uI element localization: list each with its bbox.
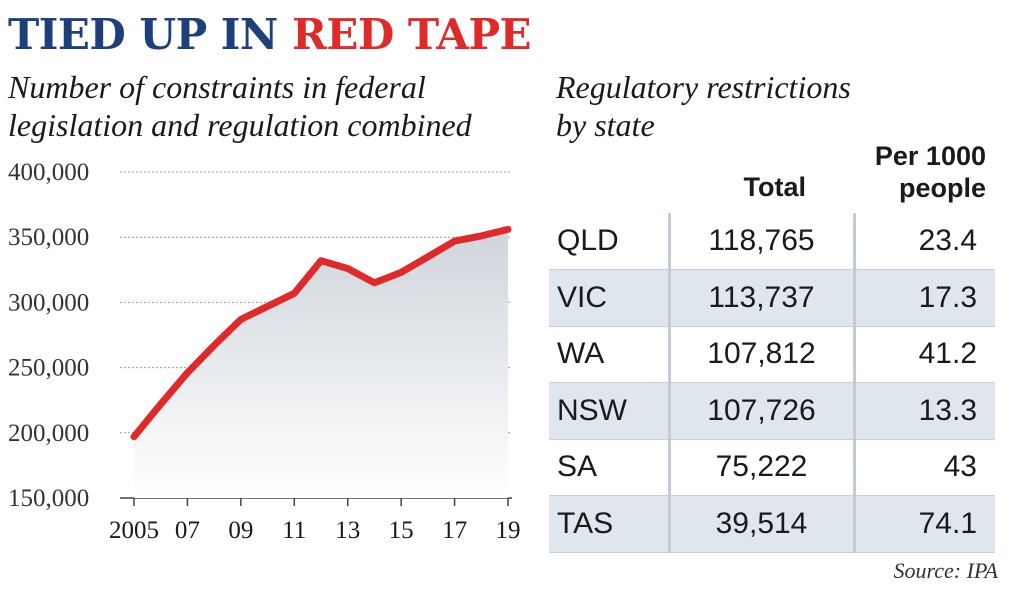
total-cell: 107,726	[669, 382, 856, 440]
x-tick-label: 19	[496, 517, 521, 544]
total-cell: 113,737	[669, 269, 856, 327]
x-tick-label: 13	[335, 517, 360, 544]
x-tick-label: 15	[389, 517, 414, 544]
table-row: WA 107,812 41.2	[549, 326, 995, 383]
per1000-cell: 41.2	[854, 326, 995, 383]
col-head-per1000: Per 1000 people	[840, 140, 986, 204]
line-chart-subtitle: Number of constraints in federal legisla…	[8, 68, 472, 144]
headline-part2: RED TAPE	[291, 10, 532, 59]
state-cell: TAS	[549, 495, 671, 553]
state-cell: VIC	[549, 269, 671, 327]
headline: TIED UP IN RED TAPE	[8, 14, 532, 56]
state-cell: WA	[549, 326, 671, 383]
col-head-per1000-line1: Per 1000	[874, 141, 986, 171]
per1000-cell: 17.3	[854, 269, 995, 327]
total-cell: 75,222	[669, 439, 856, 496]
per1000-cell: 23.4	[854, 213, 995, 270]
chart-area-fill	[134, 229, 508, 498]
y-tick-label: 350,000	[8, 224, 89, 251]
state-cell: QLD	[549, 213, 671, 270]
x-tick-label: 11	[282, 517, 306, 544]
table-row: NSW 107,726 13.3	[549, 382, 995, 440]
table-row: VIC 113,737 17.3	[549, 269, 995, 327]
chart-series-line	[130, 225, 512, 441]
x-tick-label: 09	[228, 517, 253, 544]
state-cell: SA	[549, 439, 671, 496]
x-tick-label: 07	[175, 517, 200, 544]
line-chart-subtitle-line2: legislation and regulation combined	[8, 107, 472, 143]
col-head-per1000-line2: people	[898, 173, 986, 203]
table-row: QLD 118,765 23.4	[549, 213, 995, 270]
line-chart-subtitle-line1: Number of constraints in federal	[8, 69, 426, 105]
table-subtitle-line1: Regulatory restrictions	[556, 69, 851, 105]
state-cell: NSW	[549, 382, 671, 440]
table-row: TAS 39,514 74.1	[549, 495, 995, 553]
per1000-cell: 74.1	[854, 495, 995, 553]
total-cell: 118,765	[669, 213, 856, 270]
y-tick-label: 300,000	[8, 289, 89, 316]
state-table: QLD 118,765 23.4 VIC 113,737 17.3 WA 107,812 41.…	[549, 213, 995, 553]
col-head-total: Total	[743, 172, 807, 202]
y-tick-label: 150,000	[8, 485, 89, 512]
table-row: SA 75,222 43	[549, 439, 995, 496]
y-tick-label: 200,000	[8, 420, 89, 447]
y-tick-label: 250,000	[8, 355, 89, 382]
table-subtitle: Regulatory restrictions by state	[556, 68, 851, 144]
y-tick-label: 400,000	[8, 159, 89, 186]
per1000-cell: 43	[854, 439, 995, 496]
headline-part1: TIED UP IN	[8, 10, 278, 59]
source-note: Source: IPA	[893, 558, 998, 583]
table-subtitle-line2: by state	[556, 107, 655, 143]
x-tick-label: 17	[442, 517, 467, 544]
total-cell: 39,514	[669, 495, 856, 553]
total-cell: 107,812	[669, 326, 856, 383]
line-chart: 400,000 350,000 300,000 250,000 200,000 150,0…	[8, 159, 521, 544]
per1000-cell: 13.3	[854, 382, 995, 440]
x-tick-label: 2005	[109, 517, 159, 544]
